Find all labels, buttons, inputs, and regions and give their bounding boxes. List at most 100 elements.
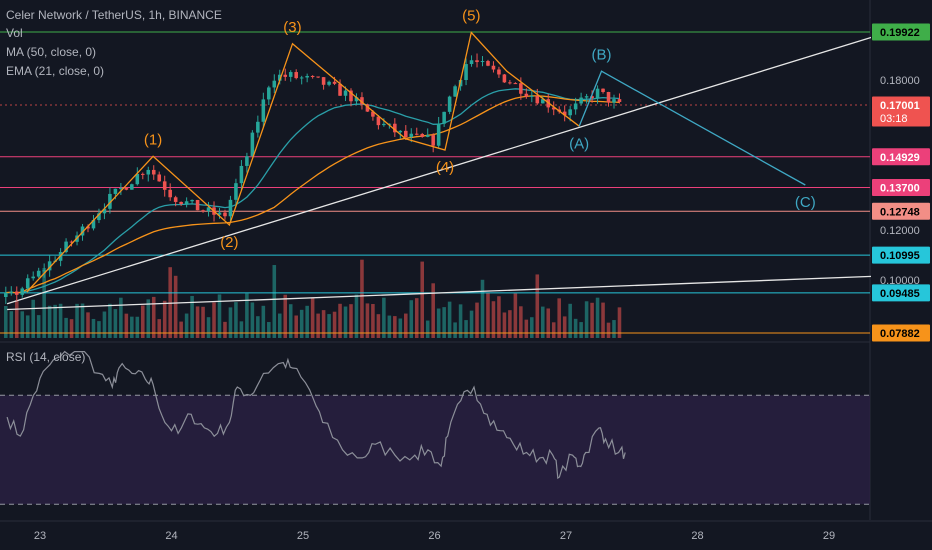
candle[interactable] (617, 93, 622, 104)
candle[interactable] (217, 207, 222, 219)
time-axis[interactable]: 23 24 25 26 27 28 29 (34, 530, 835, 542)
price-level-tag[interactable]: 0.12748 (872, 202, 930, 220)
candle[interactable] (299, 75, 304, 85)
candle[interactable] (530, 89, 534, 103)
candle[interactable] (540, 96, 545, 104)
wave-label[interactable]: (2) (220, 234, 238, 251)
candlesticks[interactable] (4, 53, 622, 304)
candle[interactable] (497, 66, 501, 78)
elliott-waves[interactable]: (1) (2) (3) (4) (5) (A) (B) (C) (26, 8, 816, 293)
wave-label[interactable]: (1) (144, 131, 162, 148)
candle[interactable] (14, 286, 19, 301)
candle[interactable] (108, 187, 112, 214)
candle[interactable] (316, 76, 320, 79)
candle[interactable] (201, 209, 205, 213)
trendline[interactable] (7, 275, 876, 311)
rsi-legend[interactable]: RSI (14, close) (6, 350, 86, 364)
candle[interactable] (288, 70, 293, 82)
price-level-tag[interactable]: 0.09485 (872, 284, 930, 302)
candle[interactable] (47, 255, 52, 277)
candle[interactable] (612, 94, 616, 109)
candle[interactable] (245, 152, 249, 173)
candle[interactable] (173, 195, 178, 207)
candle[interactable] (283, 68, 288, 81)
candle[interactable] (228, 195, 233, 222)
candle[interactable] (354, 93, 359, 106)
candle[interactable] (387, 123, 392, 129)
volume-legend[interactable]: Vol (6, 26, 23, 40)
candle[interactable] (42, 263, 46, 278)
candle[interactable] (124, 187, 129, 191)
ema-legend[interactable]: EMA (21, close, 0) (6, 64, 105, 78)
price-level-tag[interactable]: 0.13700 (872, 179, 930, 196)
candle[interactable] (508, 79, 512, 85)
candle[interactable] (184, 197, 189, 208)
trendline[interactable] (6, 35, 876, 305)
candle[interactable] (382, 118, 386, 127)
candle[interactable] (162, 175, 167, 197)
wave-label[interactable]: (C) (795, 194, 816, 211)
candle[interactable] (480, 56, 485, 67)
candle[interactable] (431, 133, 435, 153)
candle[interactable] (376, 115, 381, 130)
candle[interactable] (524, 88, 529, 99)
price-level-tag[interactable]: 0.14929 (872, 148, 930, 166)
candle[interactable] (9, 286, 14, 296)
candle[interactable] (590, 90, 594, 103)
corrective-wave-path[interactable] (578, 70, 806, 186)
candle[interactable] (360, 92, 364, 110)
candle[interactable] (513, 82, 518, 85)
candle[interactable] (119, 183, 123, 196)
wave-label[interactable]: (4) (436, 159, 454, 176)
candle[interactable] (491, 61, 496, 73)
wave-label[interactable]: (A) (569, 135, 589, 152)
candle[interactable] (179, 201, 183, 206)
ma-legend[interactable]: MA (50, close, 0) (6, 45, 97, 59)
candle[interactable] (267, 85, 271, 105)
candle[interactable] (151, 165, 156, 180)
candle[interactable] (25, 274, 30, 291)
wave-label[interactable]: (3) (283, 19, 301, 36)
trendlines[interactable] (6, 35, 876, 311)
candle[interactable] (190, 199, 194, 205)
candle[interactable] (223, 209, 227, 220)
candle[interactable] (36, 267, 41, 278)
candle[interactable] (4, 286, 8, 304)
candle[interactable] (168, 183, 172, 201)
candle[interactable] (349, 88, 353, 107)
impulse-wave-path[interactable] (26, 31, 580, 293)
candle[interactable] (601, 88, 605, 94)
candle[interactable] (453, 84, 457, 97)
candle[interactable] (469, 55, 474, 67)
candle[interactable] (595, 85, 600, 104)
candle[interactable] (551, 101, 556, 116)
candle[interactable] (464, 58, 468, 86)
candle[interactable] (606, 91, 611, 107)
candle[interactable] (256, 115, 260, 138)
price-level-tag[interactable]: 0.10995 (872, 246, 930, 264)
candle[interactable] (425, 128, 430, 138)
price-level-tag[interactable]: 0.19922 (872, 23, 930, 41)
candle[interactable] (486, 59, 490, 67)
candle[interactable] (141, 172, 145, 180)
candle[interactable] (146, 166, 151, 182)
candle[interactable] (442, 111, 446, 127)
price-axis[interactable]: 0.18000 0.12000 0.10000 0.19922 0.1700103:18… (871, 0, 932, 520)
candle[interactable] (535, 88, 540, 105)
candle[interactable] (305, 73, 309, 83)
price-level-tag[interactable]: 0.07882 (872, 324, 930, 342)
candle[interactable] (206, 201, 211, 217)
candle[interactable] (436, 116, 441, 148)
candle[interactable] (447, 95, 452, 115)
candle[interactable] (97, 208, 101, 224)
candle[interactable] (327, 80, 331, 87)
candle[interactable] (414, 127, 419, 136)
candle[interactable] (294, 69, 298, 80)
candle[interactable] (64, 238, 68, 254)
candle[interactable] (157, 171, 162, 182)
candle[interactable] (475, 53, 479, 68)
candle[interactable] (250, 130, 255, 157)
wave-label[interactable]: (B) (592, 46, 612, 63)
